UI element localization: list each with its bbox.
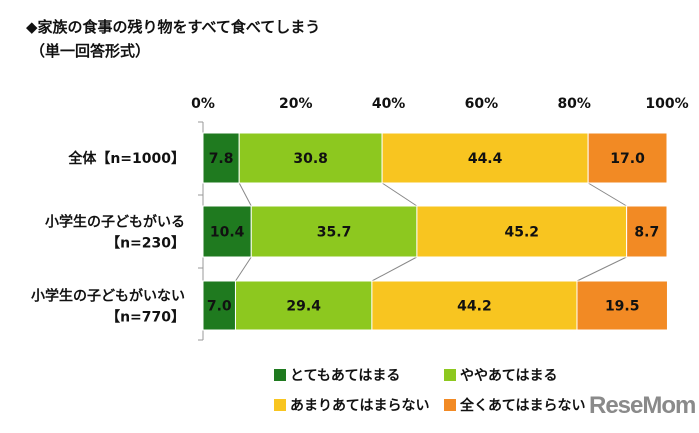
data-label: 7.0 [207, 299, 232, 315]
bar-segment [626, 205, 668, 258]
x-tick-label: 40% [372, 96, 406, 112]
chart-subtitle: （単一回答形式） [30, 42, 151, 60]
bar-segment [202, 280, 236, 331]
x-tick-label: 80% [557, 96, 591, 112]
legend-swatch [444, 399, 456, 411]
category-label: 【n=230】 [106, 236, 185, 252]
bar-segment [587, 132, 668, 184]
x-tick-label: 20% [279, 96, 313, 112]
bar-segment [234, 280, 373, 331]
legend-label: とてもあてはまる [290, 368, 400, 384]
data-label: 44.2 [457, 299, 492, 315]
data-label: 19.5 [605, 299, 640, 315]
bar-segment [381, 132, 589, 184]
data-label: 7.8 [209, 151, 234, 167]
bar-segment [576, 280, 668, 331]
bar-segment [202, 132, 240, 184]
category-label: 小学生の子どもがいない [31, 288, 185, 305]
bar-segment [371, 280, 578, 331]
legend-label: あまりあてはまらない [290, 398, 429, 414]
data-label: 35.7 [317, 225, 352, 241]
connector-line [587, 182, 627, 207]
data-label: 8.7 [634, 225, 659, 241]
resemom-logo: ReseMom [589, 392, 696, 419]
legend-swatch [444, 369, 456, 381]
data-label: 29.4 [286, 299, 321, 315]
connector-line [576, 256, 627, 282]
bar-segment [238, 132, 383, 184]
connector-line [238, 182, 252, 207]
legend-label: 全くあてはまらない [459, 397, 585, 414]
connector-line [371, 256, 418, 282]
category-label: 小学生の子どもがいる [45, 214, 185, 231]
data-label: 17.0 [610, 151, 645, 167]
legend-swatch [274, 399, 286, 411]
bar-segment [202, 205, 252, 258]
data-label: 44.4 [468, 151, 503, 167]
legend-label: ややあてはまる [460, 368, 557, 384]
x-tick-label: 100% [645, 96, 688, 112]
category-label: 【n=770】 [106, 310, 185, 326]
x-tick-label: 60% [465, 96, 499, 112]
data-label: 10.4 [210, 225, 245, 241]
category-label: 全体【n=1000】 [67, 150, 185, 167]
legend-swatch [274, 369, 286, 381]
connector-line [235, 256, 252, 282]
data-label: 30.8 [293, 151, 328, 167]
x-tick-label: 0% [191, 96, 215, 112]
data-label: 45.2 [504, 225, 539, 241]
chart-title: ◆家族の食事の残り物をすべて食べてしまう [26, 18, 321, 36]
connector-line [381, 182, 418, 207]
